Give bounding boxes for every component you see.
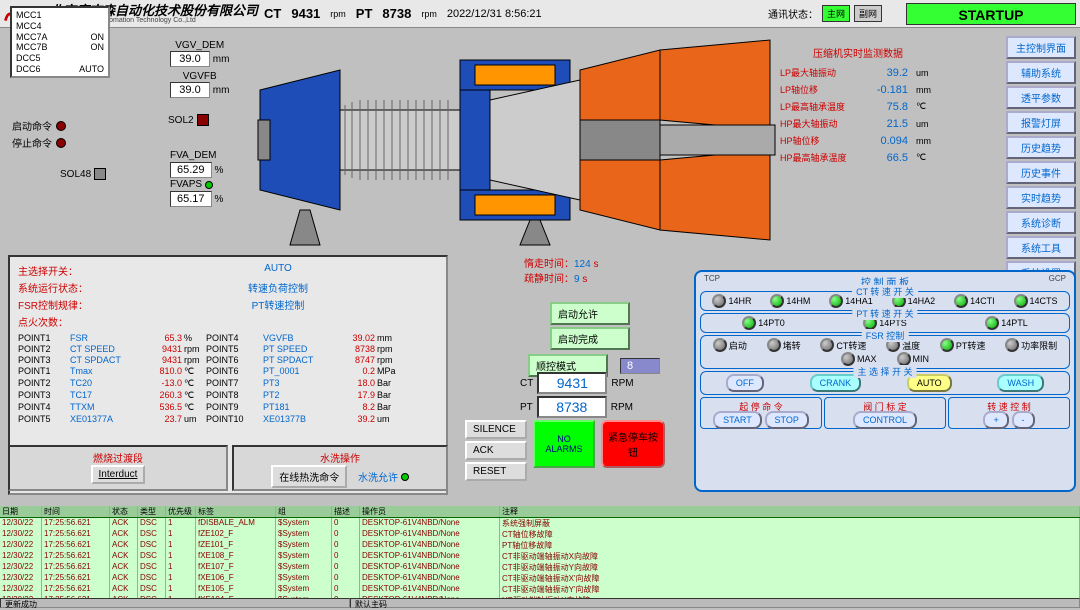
nav-button[interactable]: 系统诊断: [1006, 211, 1076, 234]
sol2-indicator: [197, 114, 209, 126]
control-button[interactable]: CONTROL: [853, 411, 917, 429]
net-aux-indicator: 副网: [854, 5, 882, 22]
fva-readout: FVA_DEM 65.29% FVAPS 65.17%: [170, 150, 223, 208]
selector-button[interactable]: WASH: [997, 374, 1044, 392]
timer-display: 惰走时间：124 s 疏静时间：9 s: [524, 255, 598, 285]
stop-button[interactable]: STOP: [765, 411, 809, 429]
control-panel: TCP 控 制 面 板 GCP CT 转 速 开 关 14HR14HM14HA1…: [694, 270, 1076, 492]
log-row[interactable]: 12/30/2217:25:56.621ACKDSC1fXE106_F$Syst…: [0, 573, 1080, 584]
alarm-controls: SILENCE ACK RESET NOALARMS 紧急停车按钮: [465, 420, 665, 481]
combustion-panel: 燃烧过渡段 Interduct: [8, 445, 228, 491]
right-nav: 主控制界面辅助系统透平参数报警灯屏历史趋势历史事件实时趋势系统诊断系统工具系统设…: [1006, 36, 1076, 284]
cp-indicator: PT转速: [940, 338, 986, 352]
alarm-log-table[interactable]: 日期时间状态类型优先级标签组描述操作员注释 12/30/2217:25:56.6…: [0, 506, 1080, 598]
cp-indicator: 启动: [713, 338, 747, 352]
cp-indicator: 功率限制: [1005, 338, 1057, 352]
nav-button[interactable]: 历史趋势: [1006, 136, 1076, 159]
start-allow-button[interactable]: 启动允许: [550, 302, 630, 325]
log-row[interactable]: 12/30/2217:25:56.621ACKDSC1fXE108_F$Syst…: [0, 551, 1080, 562]
speed-down-button[interactable]: -: [1012, 411, 1035, 429]
log-row[interactable]: 12/30/2217:25:56.621ACKDSC1fDISBALE_ALM$…: [0, 518, 1080, 529]
no-alarms-indicator: NOALARMS: [533, 420, 595, 468]
log-row[interactable]: 12/30/2217:25:56.621ACKDSC1fZE101_F$Syst…: [0, 540, 1080, 551]
speed-ctrl-col: 转 速 控 制 + -: [948, 397, 1070, 429]
turbine-diagram: [240, 30, 780, 250]
net-main-indicator: 主网: [822, 5, 850, 22]
vgv-readout: VGV_DEM 39.0 mm VGVFB 39.0 mm: [170, 40, 229, 98]
cp-indicator: 堵转: [767, 338, 801, 352]
online-wash-button[interactable]: 在线热洗命令: [271, 465, 347, 488]
startup-button[interactable]: STARTUP: [906, 3, 1076, 25]
sol48-indicator: [94, 168, 106, 180]
mcc-status-box: MCC1MCC4MCC7AONMCC7BONDCC5DCC6AUTO: [10, 6, 110, 78]
nav-button[interactable]: 透平参数: [1006, 86, 1076, 109]
sequence-controls: 启动允许 启动完成 顺控模式 8: [520, 300, 660, 381]
log-row[interactable]: 12/30/2217:25:56.621ACKDSC1fXE107_F$Syst…: [0, 562, 1080, 573]
cp-indicator: 14PTL: [985, 316, 1028, 330]
wash-allow-indicator: [401, 473, 409, 481]
start-stop-col: 起 停 命 令 START STOP: [700, 397, 822, 429]
status-bar: 更新成功 默认主码: [0, 598, 1080, 608]
speed-up-button[interactable]: +: [983, 411, 1008, 429]
emergency-stop-button[interactable]: 紧急停车按钮: [601, 420, 665, 468]
selector-button[interactable]: OFF: [726, 374, 764, 392]
cp-indicator: CT转速: [820, 338, 866, 352]
comm-status: 通讯状态： 主网 副网 STARTUP: [768, 3, 1076, 25]
nav-button[interactable]: 实时趋势: [1006, 186, 1076, 209]
cp-indicator: MAX: [841, 352, 877, 366]
nav-button[interactable]: 历史事件: [1006, 161, 1076, 184]
fvaps-indicator: [205, 181, 213, 189]
stop-cmd-indicator: [56, 138, 66, 148]
mcc-row: MCC7AON: [16, 32, 104, 43]
nav-button[interactable]: 系统工具: [1006, 236, 1076, 259]
header-speed-info: CT9431rpm PT8738rpm 2022/12/31 8:56:21: [264, 6, 542, 21]
cp-indicator: 14HM: [770, 294, 810, 308]
ack-button[interactable]: ACK: [465, 441, 527, 460]
sol48-label: SOL48: [60, 168, 106, 180]
start-button[interactable]: START: [713, 411, 762, 429]
mcc-row: MCC7BON: [16, 42, 104, 53]
valve-cal-col: 阀 门 标 定 CONTROL: [824, 397, 946, 429]
mcc-row: DCC6AUTO: [16, 64, 104, 75]
sol2-label: SOL2: [168, 114, 209, 126]
reset-button[interactable]: RESET: [465, 462, 527, 481]
cp-indicator: 14PT0: [742, 316, 785, 330]
cp-indicator: 14CTI: [954, 294, 995, 308]
nav-button[interactable]: 辅助系统: [1006, 61, 1076, 84]
start-done-button[interactable]: 启动完成: [550, 327, 630, 350]
silence-button[interactable]: SILENCE: [465, 420, 527, 439]
mcc-row: MCC4: [16, 21, 104, 32]
log-row[interactable]: 12/30/2217:25:56.621ACKDSC1fZE102_F$Syst…: [0, 529, 1080, 540]
header-bar: 北京康吉森自动化技术股份有限公司 Beijing Consen Automati…: [0, 0, 1080, 28]
cp-indicator: 14HR: [712, 294, 751, 308]
cp-indicator: 14CTS: [1014, 294, 1058, 308]
start-cmd-indicator: [56, 121, 66, 131]
log-row[interactable]: 12/30/2217:25:56.621ACKDSC1fXE105_F$Syst…: [0, 584, 1080, 595]
cp-indicator: MIN: [897, 352, 930, 366]
wash-panel: 水洗操作 在线热洗命令 水洗允许: [232, 445, 448, 491]
speed-display: CT9431RPM PT8738RPM: [520, 370, 634, 420]
mcc-row: DCC5: [16, 53, 104, 64]
interduct-button[interactable]: Interduct: [91, 465, 146, 484]
nav-button[interactable]: 报警灯屏: [1006, 111, 1076, 134]
mcc-row: MCC1: [16, 10, 104, 21]
compressor-monitor: 压缩机实时监测数据 LP最大轴振动39.2umLP轴位移-0.181mmLP最高…: [780, 45, 936, 168]
command-box: 启动命令 停止命令: [12, 116, 66, 152]
nav-button[interactable]: 主控制界面: [1006, 36, 1076, 59]
